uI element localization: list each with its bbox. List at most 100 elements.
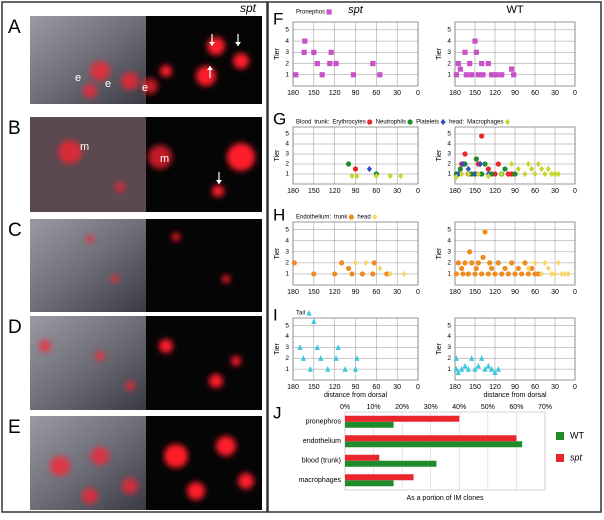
- red-cell: [207, 37, 225, 55]
- column-label: spt: [240, 1, 257, 15]
- x-tick-label: 60: [372, 289, 380, 296]
- panel-label: B: [8, 118, 21, 139]
- point: [352, 166, 359, 172]
- point: [499, 72, 505, 78]
- point: [485, 362, 491, 369]
- point: [475, 72, 481, 78]
- point: [457, 66, 463, 72]
- x-tick-label: 120: [489, 384, 501, 391]
- legend-marker: [407, 119, 413, 125]
- point: [487, 260, 493, 266]
- x-tick-label: 180: [449, 289, 461, 296]
- point: [453, 173, 459, 181]
- x-tick-label: 150: [469, 188, 481, 195]
- y-tick-label: 1: [447, 366, 451, 373]
- arrow-head: [235, 42, 241, 46]
- point: [525, 271, 531, 277]
- y-tick-label: 5: [447, 226, 451, 233]
- point: [515, 165, 521, 173]
- y-tick-label: 2: [447, 355, 451, 362]
- x-tick-label: 10%: [367, 404, 381, 411]
- point: [529, 265, 535, 272]
- x-tick-label: 90: [352, 90, 360, 97]
- y-tick-label: 5: [285, 226, 289, 233]
- red-cell: [83, 84, 97, 98]
- fluorescence-image: [146, 316, 262, 410]
- point: [373, 172, 379, 180]
- x-tick-label: 180: [449, 384, 461, 391]
- y-tick-label: 3: [447, 49, 451, 56]
- point: [502, 166, 508, 172]
- red-cell: [125, 381, 135, 391]
- point: [459, 265, 465, 272]
- x-tick-label: 0: [416, 384, 420, 391]
- point: [473, 156, 479, 162]
- point: [455, 369, 461, 375]
- legend-title: Endothelium:: [296, 215, 331, 221]
- point: [467, 60, 473, 67]
- y-tick-label: 2: [447, 161, 451, 168]
- bar: [345, 454, 380, 461]
- point: [509, 260, 515, 266]
- arrow-head: [216, 180, 222, 184]
- legend-label: Platelets: [416, 120, 439, 126]
- point: [479, 133, 485, 139]
- legend-marker: [440, 118, 446, 126]
- x-tick-label: 90: [352, 188, 360, 195]
- y-tick-label: 1: [447, 71, 451, 78]
- x-tick-label: 60: [372, 188, 380, 195]
- point: [327, 60, 333, 67]
- point: [475, 260, 481, 266]
- x-tick-label: 50%: [481, 404, 495, 411]
- point: [366, 165, 372, 173]
- point: [535, 160, 541, 168]
- point: [300, 355, 307, 361]
- legend-label: WT: [570, 430, 584, 440]
- point: [469, 171, 475, 177]
- point: [552, 170, 558, 178]
- x-tick-label: 0: [573, 289, 577, 296]
- point: [459, 170, 465, 178]
- category-label: blood (trunk): [302, 458, 341, 465]
- x-tick-label: 150: [308, 289, 320, 296]
- point: [565, 270, 571, 278]
- point: [465, 165, 471, 173]
- x-tick-label: 60: [531, 188, 539, 195]
- point: [350, 72, 357, 78]
- point: [352, 259, 359, 266]
- red-cell: [122, 478, 138, 494]
- point: [465, 170, 471, 178]
- x-tick-label: 40%: [452, 404, 466, 411]
- point: [485, 271, 491, 277]
- x-tick-label: 120: [329, 90, 341, 97]
- y-tick-label: 4: [285, 38, 289, 45]
- image-annotation: e: [105, 78, 111, 90]
- point: [485, 166, 491, 172]
- panel-label: I: [273, 305, 278, 324]
- y-tick-label: 5: [447, 322, 451, 329]
- bar: [345, 415, 460, 422]
- point: [475, 362, 481, 369]
- point: [549, 270, 555, 278]
- x-tick-label: 150: [469, 289, 481, 296]
- point: [549, 170, 555, 178]
- legend-label: Tail: [296, 311, 305, 317]
- point: [469, 72, 475, 78]
- point: [384, 271, 390, 277]
- fluorescence-image: [146, 219, 262, 312]
- point: [535, 271, 541, 277]
- point: [314, 344, 320, 350]
- point: [311, 318, 317, 324]
- point: [332, 271, 338, 277]
- x-tick-label: 90: [511, 384, 519, 391]
- point: [370, 271, 376, 277]
- legend-marker: [367, 119, 373, 125]
- x-tick-label: 30: [551, 90, 559, 97]
- point: [311, 271, 317, 277]
- category-label: endothelium: [303, 438, 341, 445]
- x-tick-label: 30: [393, 90, 401, 97]
- point: [328, 49, 334, 55]
- y-axis-label: Tier: [436, 149, 443, 161]
- point: [335, 344, 341, 350]
- red-cell: [209, 374, 223, 388]
